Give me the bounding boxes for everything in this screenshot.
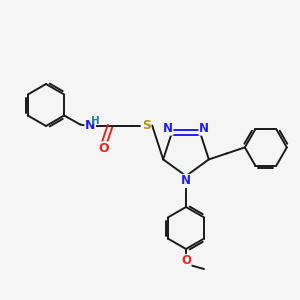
Text: H: H [91, 116, 100, 125]
Text: S: S [142, 119, 151, 132]
Text: N: N [199, 122, 209, 135]
Text: O: O [181, 254, 191, 268]
Text: O: O [99, 142, 110, 155]
Text: N: N [181, 175, 191, 188]
Text: N: N [163, 122, 173, 135]
Text: N: N [85, 119, 95, 132]
